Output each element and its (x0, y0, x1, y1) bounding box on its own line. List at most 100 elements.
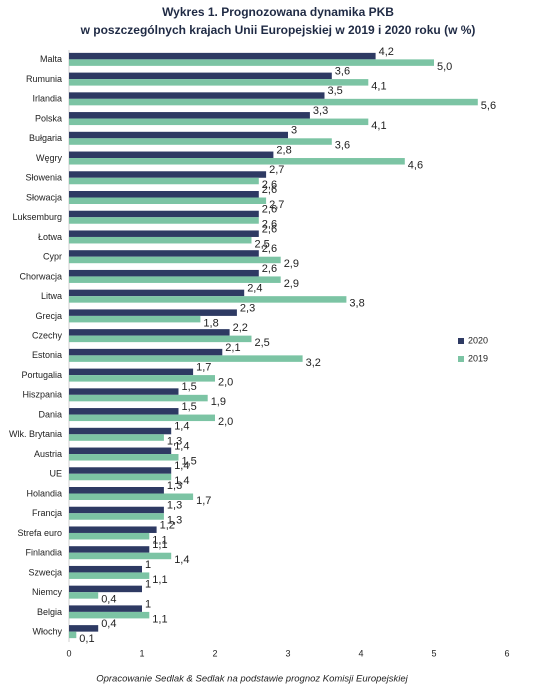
bar (69, 171, 267, 178)
bar (69, 52, 376, 60)
value-label: 1,5 (182, 401, 197, 413)
bar (69, 191, 259, 198)
bar (69, 250, 259, 257)
bar (69, 565, 142, 573)
bar (69, 138, 332, 145)
bar (69, 79, 369, 86)
bar (69, 269, 259, 277)
value-label: 1,9 (211, 396, 226, 408)
bar (69, 236, 252, 244)
bar (69, 112, 310, 119)
bar (69, 309, 237, 316)
y-tick-label: Szwecja (28, 567, 62, 577)
x-tick-label: 6 (504, 648, 509, 658)
value-label: 2,6 (262, 179, 277, 191)
value-label: 2,0 (218, 377, 233, 389)
value-label: 1,7 (196, 495, 211, 507)
value-label: 0,4 (101, 594, 116, 606)
y-tick-label: Słowenia (25, 173, 62, 183)
bar (69, 118, 369, 126)
legend-label: 2020 (468, 335, 488, 345)
x-tick-label: 3 (285, 648, 290, 658)
value-label: 2,0 (218, 416, 233, 428)
y-tick-label: Litwa (41, 291, 62, 301)
y-tick-label: Irlandia (32, 94, 62, 104)
bar (69, 447, 172, 455)
chart-title: w poszczególnych krajach Unii Europejski… (80, 23, 476, 37)
bar (69, 427, 172, 435)
value-label: 2,5 (255, 337, 270, 349)
value-label: 2,7 (269, 199, 284, 211)
y-tick-label: Grecja (35, 311, 62, 321)
value-label: 2,9 (284, 278, 299, 290)
value-label: 1,5 (182, 455, 197, 467)
value-label: 1 (145, 559, 151, 571)
y-tick-label: Polska (35, 113, 62, 123)
value-label: 1,7 (196, 362, 211, 374)
bar (69, 585, 142, 593)
y-tick-label: Cypr (43, 252, 62, 262)
value-label: 4,1 (371, 81, 386, 93)
bar (69, 408, 179, 415)
value-label: 2,6 (262, 223, 277, 235)
bar (69, 355, 303, 362)
y-tick-label: Słowacja (26, 192, 62, 202)
x-tick-label: 5 (431, 648, 436, 658)
bar (69, 611, 150, 619)
bar (69, 329, 230, 336)
bar (69, 296, 347, 303)
bar (69, 92, 325, 99)
bar (69, 513, 164, 520)
y-tick-label: Estonia (32, 350, 62, 360)
value-label: 0,4 (101, 618, 116, 630)
bar (69, 276, 281, 283)
y-tick-label: Włochy (32, 627, 62, 637)
value-label: 2,4 (247, 283, 262, 295)
y-tick-label: Wlk. Brytania (9, 429, 62, 439)
bar (69, 532, 150, 540)
bar (69, 151, 274, 159)
value-label: 1,3 (167, 480, 182, 492)
bar (69, 368, 194, 376)
value-label: 2,6 (262, 263, 277, 275)
x-tick-label: 2 (212, 648, 217, 658)
bar (69, 289, 245, 297)
y-tick-label: Rumunia (26, 74, 62, 84)
value-label: 3,6 (335, 66, 350, 78)
value-label: 2,6 (262, 184, 277, 196)
bar (69, 72, 332, 80)
bar (69, 572, 150, 579)
y-tick-label: Belgia (37, 607, 62, 617)
value-label: 1,5 (182, 381, 197, 393)
y-tick-label: Holandia (26, 488, 62, 498)
legend-swatch (458, 356, 464, 362)
value-label: 2,8 (276, 144, 291, 156)
bar (69, 493, 194, 500)
value-label: 1,1 (152, 574, 167, 586)
value-label: 5,0 (437, 61, 452, 73)
y-tick-label: Strefa euro (17, 528, 62, 538)
legend-label: 2019 (468, 353, 488, 363)
y-tick-label: Luksemburg (12, 212, 62, 222)
bar (69, 177, 259, 185)
source-note: Opracowanie Sedlak & Sedlak na podstawie… (96, 674, 408, 685)
x-tick-label: 0 (66, 648, 71, 658)
bar (69, 230, 259, 237)
value-label: 3 (291, 125, 297, 137)
bar (69, 467, 172, 474)
value-label: 3,3 (313, 105, 328, 117)
bar (69, 473, 172, 481)
y-tick-label: Francja (32, 508, 62, 518)
chart-title: Wykres 1. Prognozowana dynamika PKB (162, 5, 394, 19)
value-label: 1,1 (152, 613, 167, 625)
y-tick-label: Austria (34, 449, 62, 459)
bar (69, 552, 172, 560)
bar (69, 605, 142, 612)
value-label: 3,2 (306, 357, 321, 369)
value-label: 2,6 (262, 204, 277, 216)
bar (69, 506, 164, 514)
value-label: 1,4 (174, 475, 189, 487)
value-label: 4,6 (408, 159, 423, 171)
legend-swatch (458, 338, 464, 344)
